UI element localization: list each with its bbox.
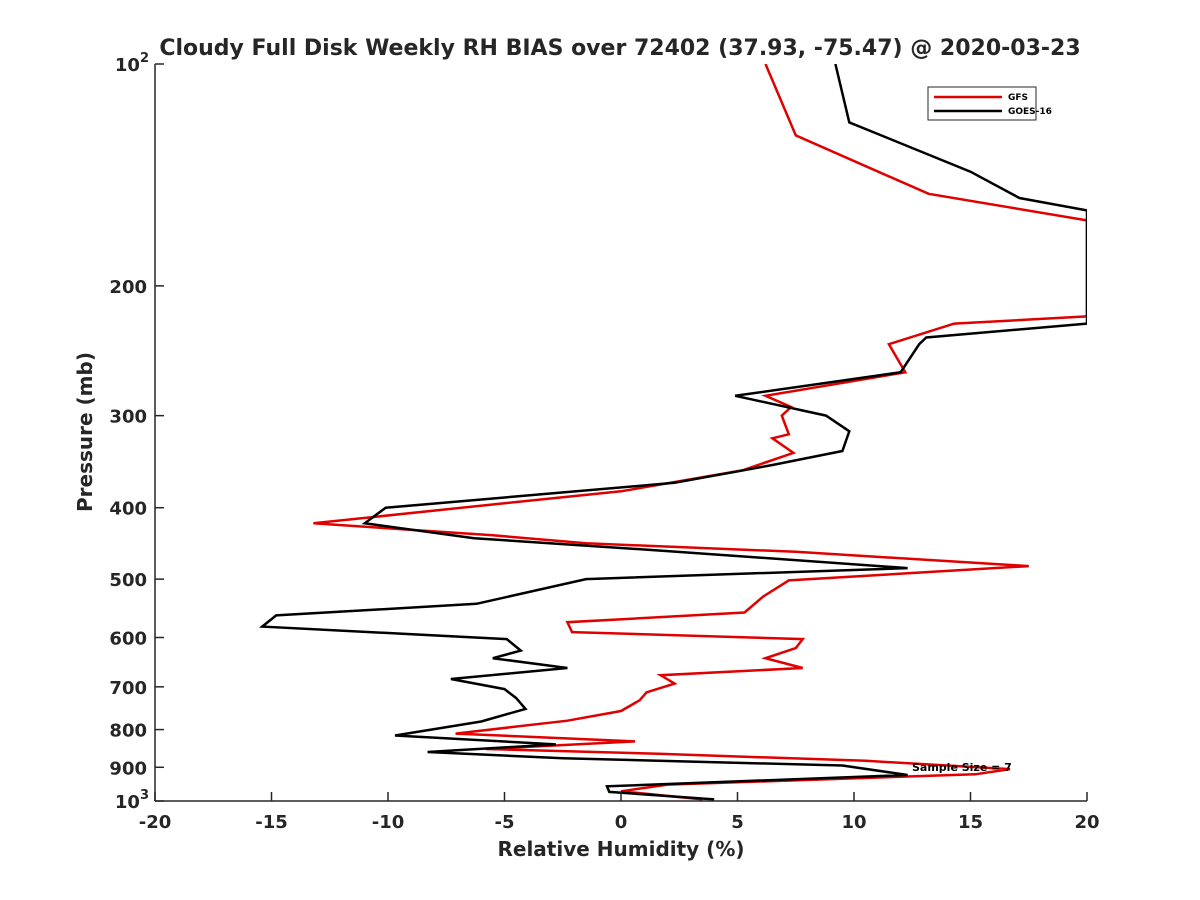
y-axis-ticks: 200 300 400 500 600 700 800 900 102 103 [109,51,164,813]
legend-box [927,86,1037,121]
chart-title: Cloudy Full Disk Weekly RH BIAS over 724… [159,36,1080,61]
y-decade-label: 103 [115,788,149,813]
x-tick-label: 0 [615,812,628,833]
series-layer [258,64,1087,801]
x-tick-label: 20 [1074,812,1099,833]
y-tick-label: 700 [109,678,147,699]
y-tick-label: 800 [109,721,147,742]
sample-size-annotation: Sample Size = 7 [912,761,1012,774]
x-tick-label: 15 [958,812,983,833]
y-decade-label: 102 [115,51,149,76]
x-axis-label: Relative Humidity (%) [497,837,744,861]
x-tick-label: 10 [841,812,866,833]
x-tick-label: 5 [731,812,744,833]
x-tick-label: -10 [372,812,405,833]
y-tick-label: 500 [109,570,147,591]
y-tick-label: 600 [109,628,147,649]
series-line-goes16 [258,64,1087,801]
y-tick-label: 200 [109,277,147,298]
x-tick-label: -5 [495,812,515,833]
series-line-gfs [313,64,1087,801]
x-axis-ticks: -20 -15 -10 -5 0 5 10 15 20 [139,792,1100,833]
legend: GFS GOES-16 [927,86,1052,121]
y-tick-label: 900 [109,758,147,779]
y-tick-label: 400 [109,499,147,520]
legend-label-gfs: GFS [1008,93,1028,103]
x-tick-label: -15 [255,812,288,833]
y-axis-label: Pressure (mb) [73,352,97,512]
y-tick-label: 300 [109,407,147,428]
legend-label-goes16: GOES-16 [1008,107,1052,117]
x-tick-label: -20 [139,812,172,833]
